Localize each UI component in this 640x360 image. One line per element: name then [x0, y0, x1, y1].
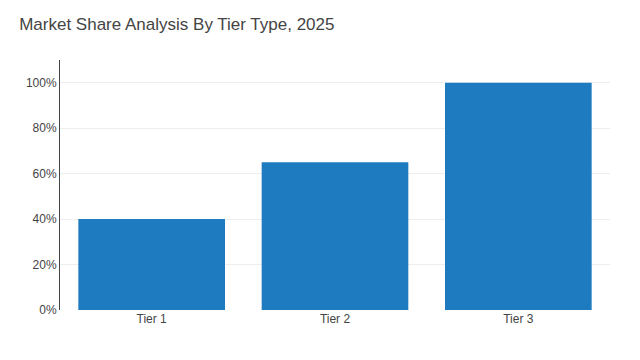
- svg-text:60%: 60%: [33, 167, 57, 181]
- svg-text:Tier 2: Tier 2: [320, 312, 351, 326]
- svg-text:100%: 100%: [26, 76, 57, 90]
- svg-text:80%: 80%: [33, 121, 57, 135]
- svg-text:Tier 3: Tier 3: [503, 312, 534, 326]
- svg-text:40%: 40%: [33, 212, 57, 226]
- svg-text:Tier 1: Tier 1: [137, 312, 168, 326]
- svg-text:20%: 20%: [33, 258, 57, 272]
- svg-text:Market Share Analysis By Tier: Market Share Analysis By Tier Type, 2025: [19, 15, 334, 34]
- svg-text:0%: 0%: [39, 303, 57, 317]
